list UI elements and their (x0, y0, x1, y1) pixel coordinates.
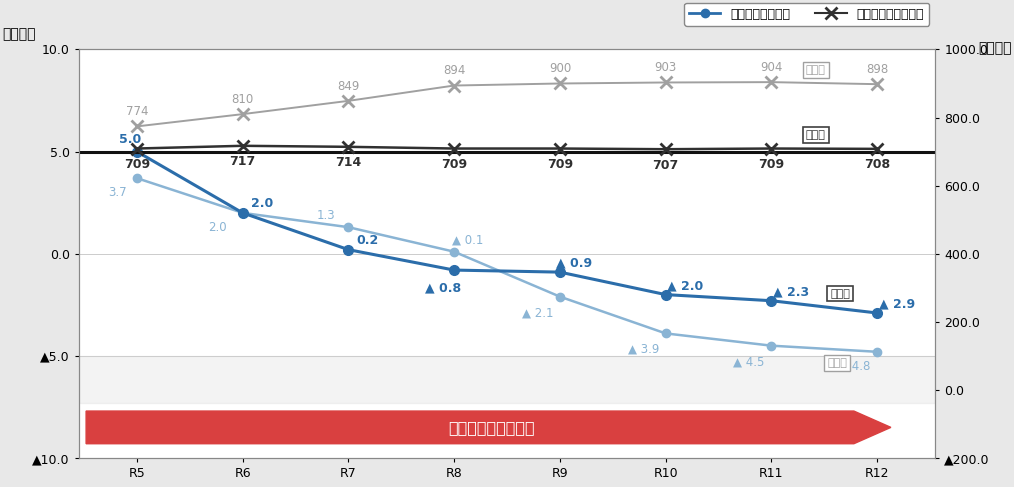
Y-axis label: （億円）: （億円） (2, 27, 35, 41)
Text: ▲ 2.1: ▲ 2.1 (522, 306, 554, 319)
Text: 709: 709 (124, 158, 150, 171)
Text: 0.2: 0.2 (357, 234, 379, 247)
Text: 5.0: 5.0 (119, 133, 141, 146)
Text: 2.0: 2.0 (208, 221, 227, 234)
Text: ▲ 0.8: ▲ 0.8 (425, 281, 461, 294)
Text: 903: 903 (654, 61, 676, 75)
Text: 改定後: 改定後 (830, 289, 850, 299)
Text: 709: 709 (547, 158, 573, 171)
Text: 1.3: 1.3 (316, 209, 336, 222)
Text: 849: 849 (338, 80, 360, 93)
Text: 894: 894 (443, 64, 465, 77)
Text: ▲ 4.5: ▲ 4.5 (733, 355, 765, 368)
Text: 774: 774 (126, 105, 148, 118)
Text: ▲ 0.9: ▲ 0.9 (556, 257, 592, 270)
Text: ▲ 2.3: ▲ 2.3 (773, 285, 809, 298)
Legend: 経常損益（左軸）, 企業債残高（右軸）: 経常損益（左軸）, 企業債残高（右軸） (684, 2, 929, 26)
Text: 898: 898 (866, 63, 888, 76)
Text: 改定後: 改定後 (806, 130, 825, 140)
FancyArrow shape (86, 411, 891, 444)
Text: 改定前: 改定前 (827, 358, 847, 368)
Text: 717: 717 (229, 155, 256, 168)
Text: 714: 714 (336, 156, 362, 169)
Text: ▲ 0.1: ▲ 0.1 (452, 233, 484, 246)
Text: 改定前: 改定前 (806, 65, 825, 75)
Text: ▲ 4.8: ▲ 4.8 (840, 360, 871, 373)
Text: 708: 708 (864, 158, 890, 171)
Text: ▲ 3.9: ▲ 3.9 (628, 343, 659, 356)
Text: 709: 709 (758, 158, 785, 171)
Text: 810: 810 (231, 93, 254, 106)
Text: 904: 904 (760, 61, 783, 74)
Text: ▲ 2.9: ▲ 2.9 (878, 298, 915, 310)
Bar (79, 356, 935, 403)
Text: 2.0: 2.0 (250, 197, 273, 210)
Y-axis label: （億円）: （億円） (979, 41, 1012, 55)
Text: 707: 707 (652, 159, 678, 171)
Text: 900: 900 (549, 62, 571, 75)
Text: 709: 709 (441, 158, 467, 171)
Text: 経営戦略の計画期間: 経営戦略の計画期間 (448, 420, 534, 435)
Text: 3.7: 3.7 (108, 186, 127, 199)
Text: ▲ 2.0: ▲ 2.0 (667, 279, 703, 292)
